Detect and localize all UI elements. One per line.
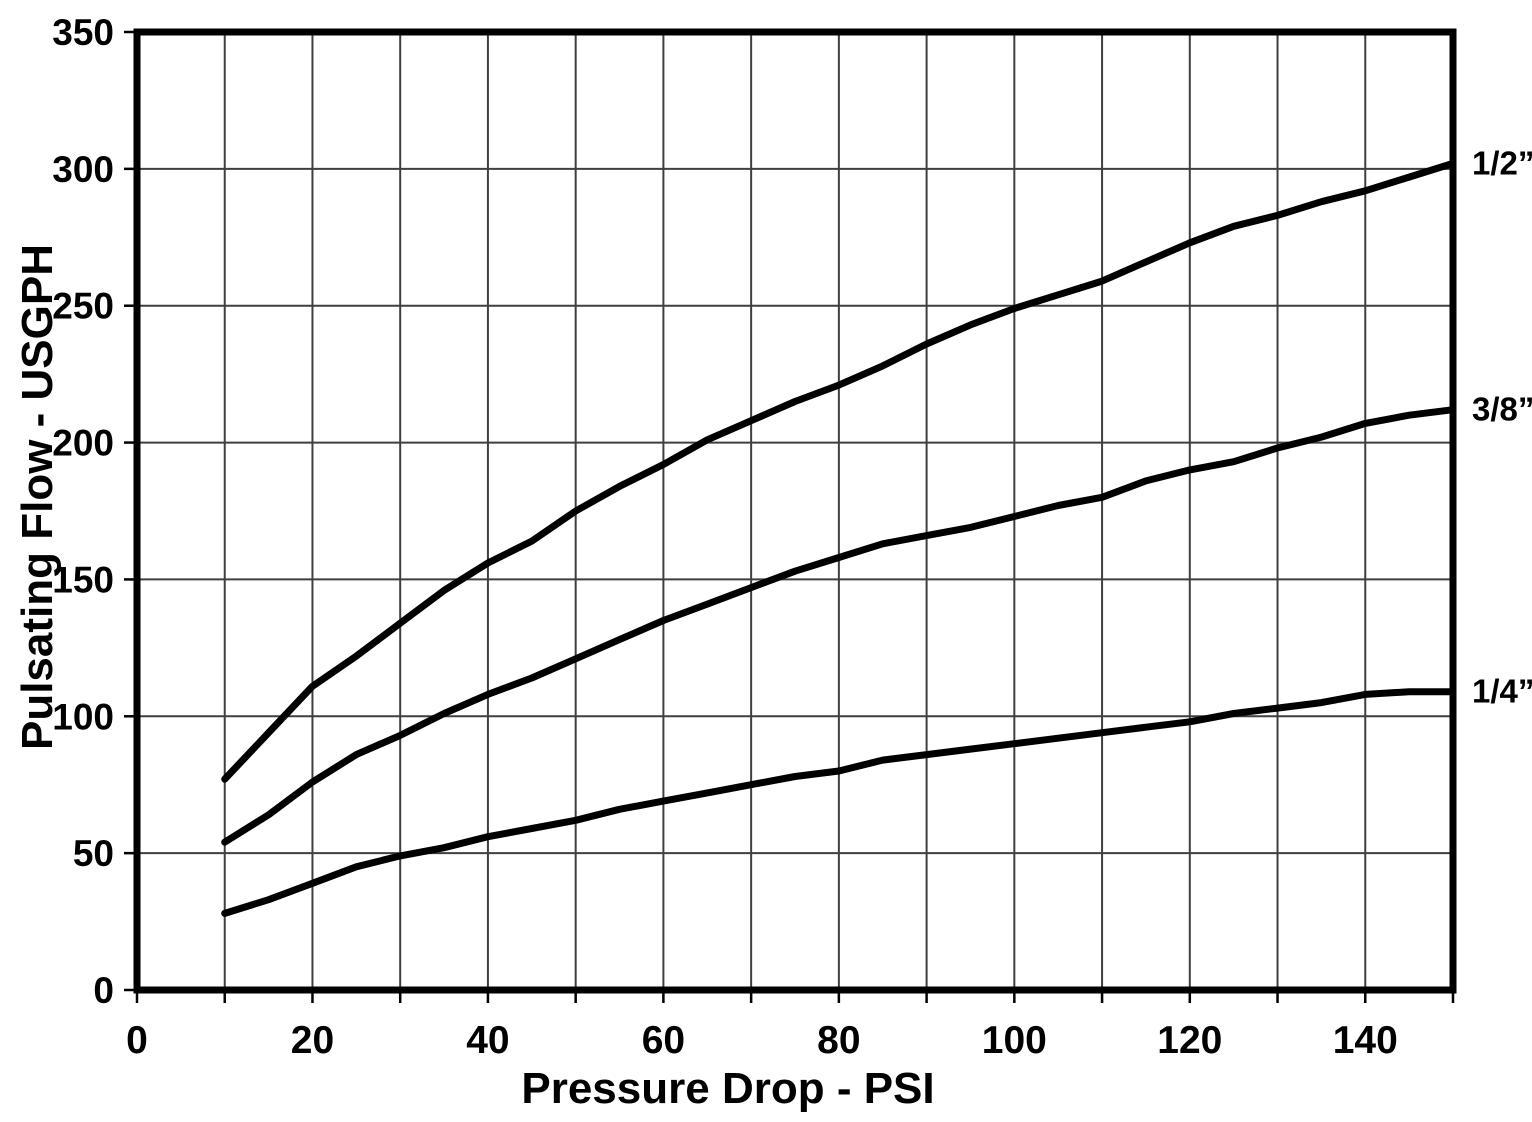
- y-tick-label: 0: [93, 970, 114, 1011]
- plot-border: [133, 28, 1457, 994]
- x-tick-label: 20: [291, 1019, 334, 1062]
- y-tick-label: 200: [52, 423, 114, 464]
- series-label-2: 1/4”: [1472, 673, 1532, 710]
- x-tick-label: 80: [817, 1019, 860, 1062]
- x-tick-label: 0: [126, 1019, 148, 1062]
- x-tick-label: 40: [466, 1019, 509, 1062]
- series-label-1: 3/8”: [1472, 391, 1532, 428]
- series-line-0: [221, 159, 1457, 783]
- y-axis-title: Pulsating Flow - USGPH: [13, 243, 62, 751]
- y-tick-label: 100: [52, 696, 114, 737]
- y-tick-label: 50: [73, 833, 114, 874]
- y-tick-label: 300: [52, 149, 114, 190]
- y-tick-label: 350: [52, 12, 114, 53]
- series-label-0: 1/2”: [1472, 144, 1532, 181]
- x-tick-label: 120: [1157, 1019, 1222, 1062]
- y-tick-label: 150: [52, 559, 114, 600]
- series-line-2: [221, 688, 1457, 917]
- x-axis-title: Pressure Drop - PSI: [521, 1064, 935, 1113]
- y-tick-label: 250: [52, 286, 114, 327]
- series-line-1: [221, 406, 1457, 846]
- x-tick-label: 100: [982, 1019, 1047, 1062]
- x-tick-label: 60: [642, 1019, 685, 1062]
- x-tick-label: 140: [1333, 1019, 1398, 1062]
